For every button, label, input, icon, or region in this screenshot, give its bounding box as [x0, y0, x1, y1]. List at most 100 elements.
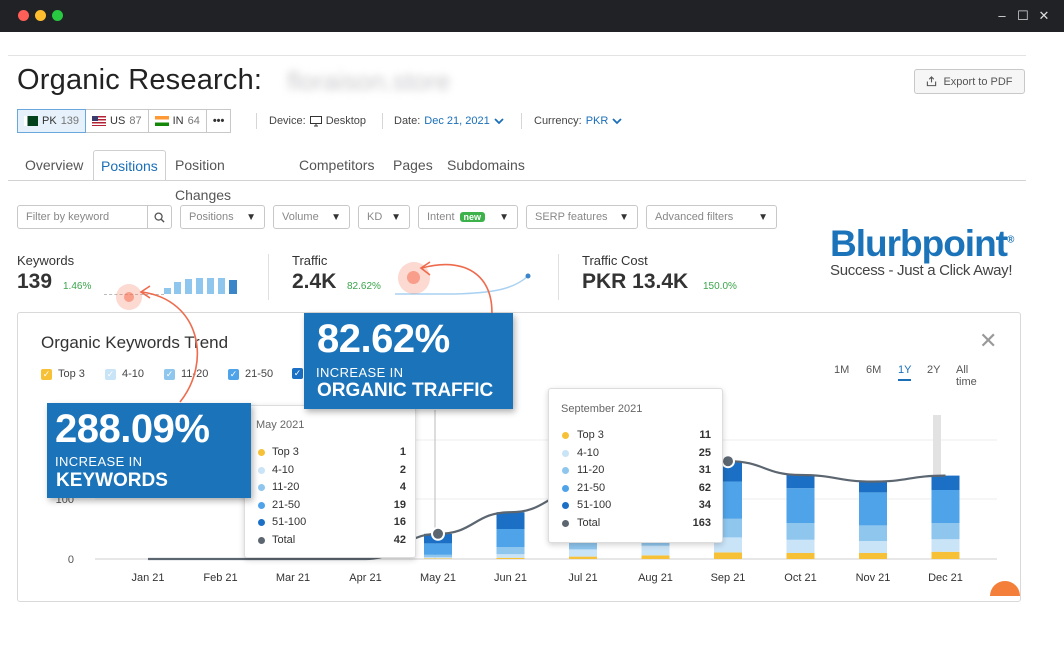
db-in-button[interactable]: IN 64	[147, 109, 207, 133]
legend-4-10[interactable]: ✓ 4-10	[105, 368, 144, 380]
export-icon	[927, 76, 937, 87]
divider	[256, 113, 257, 129]
intent-filter[interactable]: Intent new ▼	[418, 205, 518, 229]
currency-selector[interactable]: Currency: PKR	[534, 115, 622, 127]
mini-baseline	[104, 294, 164, 295]
traffic-callout-line2: ORGANIC TRAFFIC	[317, 380, 494, 401]
bar-segment	[569, 556, 597, 559]
logo-tagline: Success - Just a Click Away!	[830, 262, 1013, 279]
tooltip-row-value: 11	[699, 429, 711, 441]
bar-segment	[931, 490, 960, 523]
device-selector[interactable]: Device: Desktop	[269, 115, 366, 127]
volume-filter[interactable]: Volume ▼	[273, 205, 350, 229]
legend-51-100[interactable]: ✓	[292, 368, 303, 379]
bar-segment	[641, 555, 670, 559]
bar-segment	[931, 539, 960, 552]
period-1m[interactable]: 1M	[834, 364, 850, 376]
checkbox-icon: ✓	[164, 368, 175, 380]
tab-position-changes[interactable]: Position Changes	[175, 157, 232, 203]
keywords-delta: 1.46%	[63, 281, 92, 292]
keywords-value[interactable]: 139	[17, 270, 53, 293]
series-dot-icon	[258, 484, 265, 491]
bar-segment	[424, 558, 452, 559]
minimize-window-dot[interactable]	[35, 10, 46, 21]
db-code: IN	[172, 115, 184, 127]
legend-21-50[interactable]: ✓ 21-50	[228, 368, 273, 380]
series-dot-icon	[258, 466, 265, 474]
series-dot-icon	[562, 519, 569, 527]
divider	[382, 113, 383, 129]
tooltip-may: May 2021 Top 3 1 4-10 2 11-20 4 21-50 19 51-100 1…	[244, 405, 416, 558]
period-all-time[interactable]: All time	[956, 364, 977, 388]
maximize-icon[interactable]: ☐	[1017, 8, 1029, 23]
tooltip-row-value: 19	[393, 498, 406, 511]
maximize-window-dot[interactable]	[52, 10, 63, 21]
period-1y[interactable]: 1Y	[898, 364, 912, 381]
bar-segment	[859, 481, 887, 493]
traffic-cost-value[interactable]: PKR 13.4K	[582, 270, 689, 293]
chevron-down-icon: ▼	[619, 211, 629, 223]
close-icon[interactable]: ✕	[1038, 8, 1050, 23]
advanced-filters-button[interactable]: Advanced filters ▼	[646, 205, 777, 229]
logo-text: Blurbpoint	[830, 223, 1008, 264]
period-2y[interactable]: 2Y	[927, 364, 941, 376]
traffic-sparkline	[395, 273, 531, 295]
keywords-callout-line1: INCREASE IN	[55, 454, 143, 469]
domain-name-blurred: floraison.store	[287, 66, 451, 96]
close-window-dot[interactable]	[18, 10, 29, 21]
more-databases-button[interactable]: •••	[205, 109, 232, 133]
kd-filter-label: KD	[367, 211, 383, 223]
tooltip-row-value: 62	[698, 481, 711, 494]
period-6m[interactable]: 6M	[866, 364, 882, 376]
tooltip-date: May 2021	[256, 419, 305, 431]
tooltip-row-label: 11-20	[577, 464, 605, 476]
db-count: 64	[187, 115, 200, 127]
serp-features-filter[interactable]: SERP features ▼	[526, 205, 638, 229]
tab-subdomains[interactable]: Subdomains	[447, 157, 525, 173]
panel-title: Organic Keywords Trend	[41, 333, 229, 352]
bar-segment	[424, 557, 452, 559]
date-value: Dec 21, 2021	[424, 115, 490, 127]
positions-filter[interactable]: Positions ▼	[180, 205, 265, 229]
tab-competitors[interactable]: Competitors	[299, 157, 375, 173]
bar-segment	[859, 525, 887, 541]
checkbox-icon: ✓	[292, 368, 303, 379]
db-count: 139	[60, 115, 80, 127]
bar-segment	[859, 541, 887, 553]
tooltip-row-label: 21-50	[577, 481, 606, 494]
traffic-callout: 82.62% INCREASE IN ORGANIC TRAFFIC	[304, 313, 513, 409]
tooltip-row-value: 1	[399, 446, 406, 458]
bar-segment	[424, 543, 452, 555]
tooltip-row-value: 42	[393, 533, 406, 546]
legend-top3[interactable]: ✓ Top 3	[41, 368, 85, 380]
advanced-filter-label: Advanced filters	[655, 211, 734, 223]
tooltip-row: 11-20 4	[245, 479, 415, 496]
db-us-button[interactable]: US 87	[85, 109, 149, 133]
tab-overview[interactable]: Overview	[25, 157, 84, 173]
mini-bar	[229, 280, 237, 294]
close-panel-icon[interactable]: ✕	[979, 328, 998, 353]
date-selector[interactable]: Date: Dec 21, 2021	[394, 115, 504, 127]
tooltip-row-label: Top 3	[272, 446, 299, 458]
tooltip-row-label: 51-100	[577, 499, 612, 511]
tooltip-row-label: 51-100	[272, 516, 307, 528]
us-flag-icon	[92, 116, 107, 126]
pakistan-flag-icon	[24, 116, 38, 126]
tooltip-row-label: 4-10	[577, 446, 600, 459]
export-pdf-button[interactable]: Export to PDF	[914, 69, 1025, 94]
db-pk-button[interactable]: PK 139	[17, 109, 87, 133]
currency-value: PKR	[585, 115, 609, 127]
search-icon[interactable]	[147, 206, 171, 228]
tooltip-row-label: 11-20	[272, 481, 300, 493]
tooltip-september: September 2021 Top 3 11 4-10 25 11-20 31 21-50…	[548, 388, 723, 543]
kd-filter[interactable]: KD ▼	[358, 205, 410, 229]
tab-pages[interactable]: Pages	[393, 157, 433, 173]
page-title: Organic Research:	[17, 64, 263, 96]
keyword-filter-input[interactable]: Filter by keyword	[17, 205, 172, 229]
minimize-icon[interactable]: –	[998, 8, 1006, 23]
tab-positions[interactable]: Positions	[93, 150, 166, 181]
bar-segment	[496, 529, 525, 547]
tooltip-row: Total 163	[549, 515, 722, 532]
traffic-value[interactable]: 2.4K	[292, 270, 337, 293]
